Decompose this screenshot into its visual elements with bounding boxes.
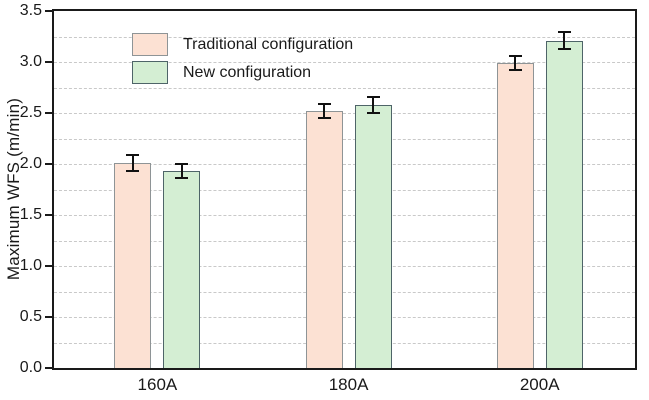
error-bar <box>372 96 375 113</box>
grid-line <box>54 317 635 318</box>
y-tick-mark <box>45 112 52 114</box>
y-tick-mark <box>45 163 52 165</box>
error-bar-cap <box>508 54 522 57</box>
legend-label-new: New configuration <box>183 63 312 81</box>
error-bar-cap <box>126 170 140 173</box>
grid-line <box>54 215 635 216</box>
legend-item-new: New configuration <box>132 61 353 84</box>
y-tick-label: 1.0 <box>19 257 42 274</box>
bar-200A-new <box>545 40 583 368</box>
error-bar-cap <box>317 102 331 105</box>
y-tick-label: 3.5 <box>19 2 42 19</box>
plot-area: Traditional configuration New configurat… <box>52 9 637 370</box>
y-tick-label: 0.0 <box>19 359 42 376</box>
error-bar <box>563 32 566 49</box>
y-axis-title: Maximum WFS (m/min) <box>4 97 23 281</box>
error-bar-cap <box>317 117 331 120</box>
error-bar <box>180 164 183 179</box>
y-tick-label: 1.5 <box>19 206 42 223</box>
legend-item-traditional: Traditional configuration <box>132 33 353 56</box>
error-bar-cap <box>175 163 189 165</box>
bar-180A-traditional <box>305 110 343 368</box>
grid-line <box>54 62 635 63</box>
y-tick-label: 0.5 <box>19 308 42 325</box>
error-bar-cap <box>366 95 380 98</box>
grid-line <box>54 164 635 165</box>
error-bar-cap <box>175 177 189 180</box>
grid-line <box>54 189 635 191</box>
grid-line <box>54 36 635 38</box>
error-bar-cap <box>366 112 380 114</box>
bar-160A-traditional <box>114 162 152 368</box>
grid-line <box>54 266 635 267</box>
x-tick-label: 200A <box>519 375 560 394</box>
y-tick-mark <box>45 265 52 267</box>
grid-line <box>54 342 635 344</box>
bar-160A-new <box>163 171 201 368</box>
grid-line <box>54 87 635 89</box>
grid-line <box>54 113 635 114</box>
legend-swatch-traditional <box>132 33 168 56</box>
error-bar-cap <box>508 69 522 72</box>
y-tick-mark <box>45 214 52 216</box>
error-bar <box>131 154 134 172</box>
y-tick-label: 3.0 <box>19 53 42 70</box>
y-tick-mark <box>45 61 52 63</box>
plot-inner <box>54 11 635 368</box>
bar-180A-new <box>354 104 392 368</box>
legend-label-traditional: Traditional configuration <box>183 35 354 53</box>
bar-200A-traditional <box>496 63 534 368</box>
y-tick-mark <box>45 367 52 369</box>
grid-line <box>54 291 635 293</box>
y-tick-label: 2.0 <box>19 155 42 172</box>
y-tick-mark <box>45 10 52 12</box>
grid-line <box>54 240 635 242</box>
error-bar <box>323 103 326 119</box>
error-bar-cap <box>557 31 571 34</box>
error-bar-cap <box>126 153 140 156</box>
y-tick-label: 2.5 <box>19 104 42 121</box>
grid-line <box>54 138 635 140</box>
x-tick-label: 160A <box>137 375 178 394</box>
error-bar-cap <box>557 47 571 50</box>
error-bar <box>514 55 517 71</box>
legend-swatch-new <box>132 61 168 84</box>
legend: Traditional configuration New configurat… <box>132 33 353 89</box>
y-tick-mark <box>45 316 52 318</box>
x-tick-label: 180A <box>328 375 369 394</box>
